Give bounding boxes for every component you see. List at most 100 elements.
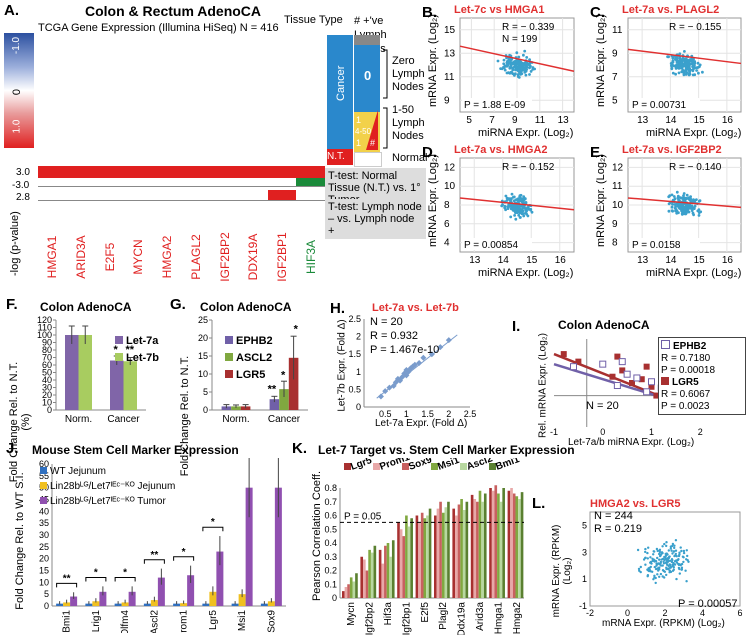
y-tick-label: 0 [44, 601, 49, 611]
data-point [658, 550, 662, 554]
data-point [663, 542, 666, 546]
lymph-triangle [366, 110, 378, 150]
data-point [515, 207, 519, 210]
data-point [691, 199, 695, 203]
data-point [519, 207, 522, 211]
data-point [644, 547, 647, 551]
y-tick-label: 2.5 [348, 315, 361, 324]
data-point [523, 49, 527, 53]
panel-i-title: Colon AdenoCA [558, 318, 650, 332]
x-category-label: Hif3a [383, 602, 394, 626]
x-tick-label: 13 [558, 115, 570, 126]
data-point [665, 567, 668, 571]
y-tick-label: 55 [39, 471, 49, 481]
panel-h-xlabel: Let-7a Expr. (Fold Δ) [375, 418, 468, 429]
x-tick-label: 15 [694, 115, 706, 126]
y-tick-label: 7 [612, 72, 618, 83]
y-tick-label: 60 [42, 360, 52, 370]
y-tick-label: 10 [444, 181, 456, 192]
bar [267, 601, 275, 606]
data-point-lgr5 [643, 363, 650, 370]
data-point [670, 549, 673, 552]
data-point [693, 204, 697, 208]
data-point [508, 66, 512, 69]
data-point [510, 192, 514, 196]
data-point [684, 569, 687, 572]
fit-line [459, 45, 575, 72]
y-tick-label: 10 [42, 398, 52, 408]
data-point [519, 216, 522, 219]
scatter-title: Let-7a vs. HMGA2 [454, 144, 548, 156]
data-point [675, 190, 679, 194]
panel-j-title: Mouse Stem Cell Marker Expression [32, 443, 239, 457]
legend-let7b: Let-7b [115, 352, 159, 364]
legend-ascl2: ASCL2 [225, 352, 272, 364]
data-point [678, 52, 682, 56]
data-point [677, 566, 681, 570]
stat-r: R = − 0.339 [502, 22, 555, 33]
marker-swatch [431, 463, 438, 470]
data-point [521, 205, 525, 208]
y-axis-label: mRNA Expr. (Log₂) [427, 14, 439, 107]
data-point [519, 63, 522, 67]
scatter-plot: 13 14 15 16 8 9 10 11 12 R = − 0.140 P = 0.0158 miR… [595, 154, 742, 279]
data-point [529, 207, 533, 211]
data-point [682, 73, 686, 77]
data-point [696, 61, 700, 65]
y-axis-label: mRNA Expr. (Log₂) [595, 154, 607, 247]
data-point [665, 544, 668, 548]
x-tick-label: 6 [737, 608, 742, 618]
bar [355, 573, 358, 598]
fit-line [627, 48, 742, 65]
data-point-ephb2 [623, 370, 631, 378]
data-point [520, 212, 524, 216]
data-point [382, 388, 389, 395]
gene-label-igf2bp2: IGF2BP2 [217, 232, 232, 282]
data-point [701, 70, 704, 74]
significance-star: * [294, 324, 299, 336]
x-category-label: Ascl2 [149, 610, 160, 633]
p-bg [630, 238, 700, 250]
scatter-letter: C. [590, 4, 605, 21]
significance-star: * [123, 568, 127, 579]
data-point-lgr5 [575, 358, 582, 365]
legend-i-ephb2: EPHB2 [673, 341, 707, 352]
data-point [658, 563, 661, 566]
cancer-bar [327, 35, 353, 149]
threshold-label: P = 0.05 [344, 511, 382, 522]
data-point [684, 65, 688, 69]
x-category-label: Lgr5 [208, 610, 219, 630]
data-point [687, 203, 690, 207]
data-point [646, 575, 649, 578]
panel-g-title: Colon AdenoCA [200, 300, 292, 314]
y-tick-label: 60 [39, 459, 49, 469]
data-point [681, 69, 685, 72]
bar [99, 591, 107, 606]
panel-h-p: P = 1.467e-10 [370, 344, 440, 356]
data-point [658, 575, 661, 578]
data-point [504, 194, 508, 198]
data-point [668, 569, 671, 572]
y-axis-label: mRNA Expr. (Log₂) [595, 14, 607, 107]
data-point [654, 581, 657, 585]
bar [238, 594, 246, 606]
panel-g-letter: G. [170, 296, 186, 313]
x-category-label: Arid3a [475, 602, 486, 631]
marker-swatch [402, 463, 409, 470]
panel-b: B. Let-7c vs HMGA1 5 7 9 11 13 9 11 13 15 R = − 0.3… [422, 0, 582, 140]
bar [352, 581, 356, 598]
data-point [670, 64, 673, 68]
data-point [673, 546, 676, 550]
x-category-label: Msi1 [237, 610, 248, 632]
data-point [505, 196, 509, 200]
y-tick-label: 11 [612, 25, 623, 36]
data-point [649, 556, 652, 559]
gene-label-hmga1: HMGA1 [45, 235, 60, 279]
data-point [652, 553, 655, 556]
significance-star: * [211, 517, 215, 528]
bar [373, 545, 377, 598]
scatter-letter: B. [422, 4, 437, 21]
bar [349, 577, 353, 598]
panel-h-title: Let-7a vs. Let-7b [372, 302, 459, 314]
